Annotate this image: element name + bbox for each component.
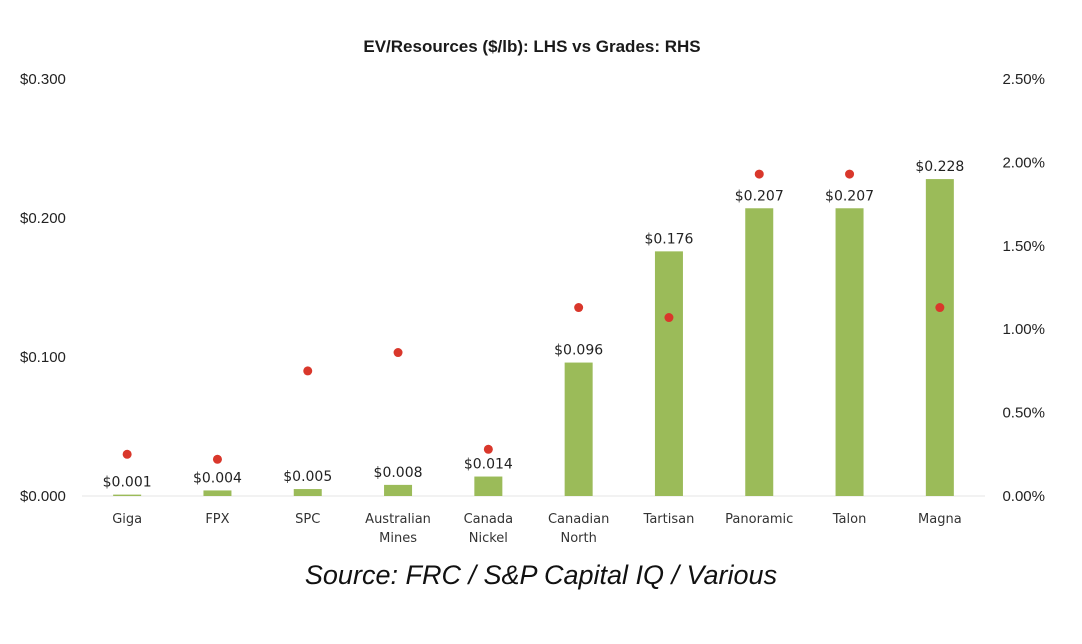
grade-dot	[212, 454, 222, 464]
grade-dot	[393, 348, 403, 358]
x-category-label: Magna	[918, 512, 962, 527]
x-category-label: Australian	[365, 512, 431, 527]
x-category-label: North	[560, 531, 596, 546]
x-category-label: Panoramic	[725, 512, 793, 527]
y-right-tick-label: 1.50%	[1002, 238, 1045, 255]
x-category-label: Tartisan	[643, 512, 695, 527]
grade-dot-series	[122, 169, 945, 464]
y-left-tick-label: $0.200	[20, 210, 66, 227]
bar-data-labels: $0.001 $0.004 $0.005 $0.008 $0.014 $0.096 $0.1…	[103, 159, 965, 491]
chart: EV/Resources ($/lb): LHS vs Grades: RHS …	[20, 37, 1045, 546]
bar-data-label: $0.228	[915, 159, 964, 175]
x-category-label: Talon	[832, 512, 867, 527]
bar	[384, 484, 413, 496]
y-right-tick-label: 2.50%	[1002, 71, 1045, 88]
bar-data-label: $0.176	[644, 231, 693, 247]
y-left-tick-label: $0.300	[20, 71, 66, 88]
chart-title: EV/Resources ($/lb): LHS vs Grades: RHS	[363, 37, 700, 56]
y-right-tick-label: 1.00%	[1002, 321, 1045, 338]
bar-data-label: $0.096	[554, 343, 603, 359]
bar	[293, 489, 322, 496]
y-axis-left: $0.000 $0.100 $0.200 $0.300	[20, 71, 66, 505]
bar-data-label: $0.004	[193, 470, 242, 486]
x-axis-category-labels: Giga FPX SPC Australian Mines Canada Nickel Can…	[112, 512, 961, 546]
x-category-label: Giga	[112, 512, 142, 527]
y-axis-right: 0.00% 0.50% 1.00% 1.50% 2.00% 2.50%	[1002, 71, 1045, 505]
y-right-tick-label: 2.00%	[1002, 154, 1045, 171]
grade-dot	[483, 444, 493, 454]
bar	[835, 208, 864, 496]
x-category-label: Canadian	[548, 512, 609, 527]
y-left-tick-label: $0.100	[20, 349, 66, 366]
bar	[654, 251, 683, 496]
y-left-tick-label: $0.000	[20, 488, 66, 505]
bar-data-label: $0.008	[374, 465, 423, 481]
bar	[925, 179, 954, 496]
bar-data-label: $0.001	[103, 475, 152, 491]
grade-dot	[122, 449, 132, 459]
bar-data-label: $0.014	[464, 457, 513, 473]
x-category-label: FPX	[205, 512, 229, 527]
x-category-label: Canada	[464, 512, 513, 527]
bar	[113, 494, 142, 496]
bar	[474, 476, 503, 496]
bar-series	[113, 179, 954, 496]
bar	[564, 362, 593, 496]
bar	[745, 208, 774, 496]
source-note: Source: FRC / S&P Capital IQ / Various	[304, 560, 778, 590]
x-category-label: Mines	[379, 531, 417, 546]
x-category-label: Nickel	[469, 531, 508, 546]
grade-dot	[574, 303, 584, 313]
grade-dot	[303, 366, 313, 376]
grade-dot	[935, 303, 945, 313]
y-right-tick-label: 0.50%	[1002, 405, 1045, 422]
grade-dot	[664, 313, 674, 323]
bar-data-label: $0.207	[825, 188, 874, 204]
grade-dot	[754, 169, 764, 179]
bar	[203, 490, 232, 496]
bar-data-label: $0.005	[283, 469, 332, 485]
x-category-label: SPC	[295, 512, 320, 527]
y-right-tick-label: 0.00%	[1002, 488, 1045, 505]
grade-dot	[845, 169, 855, 179]
bar-data-label: $0.207	[735, 188, 784, 204]
